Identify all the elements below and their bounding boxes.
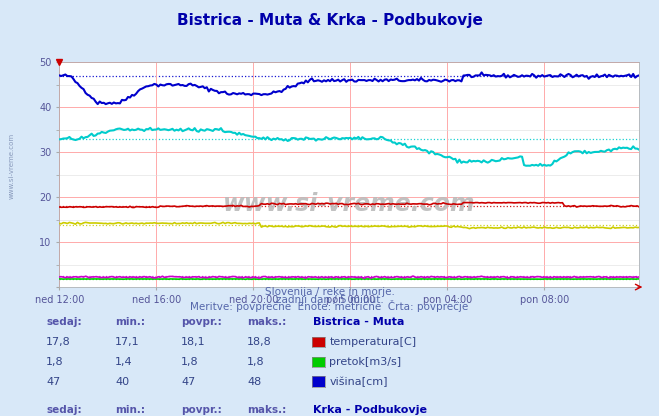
Text: Meritve: povprečne  Enote: metrične  Črta: povprečje: Meritve: povprečne Enote: metrične Črta:…: [190, 300, 469, 312]
Text: 1,8: 1,8: [247, 357, 265, 367]
Text: zadnji dan / 5 minut.: zadnji dan / 5 minut.: [275, 295, 384, 305]
Text: 47: 47: [46, 377, 61, 387]
Text: www.si-vreme.com: www.si-vreme.com: [223, 192, 476, 216]
Text: 18,8: 18,8: [247, 337, 272, 347]
Text: min.:: min.:: [115, 317, 146, 327]
Text: sedaj:: sedaj:: [46, 405, 82, 415]
Text: Bistrica - Muta: Bistrica - Muta: [313, 317, 405, 327]
Text: višina[cm]: višina[cm]: [330, 377, 388, 387]
Text: povpr.:: povpr.:: [181, 317, 222, 327]
Text: 1,8: 1,8: [181, 357, 199, 367]
Text: 17,8: 17,8: [46, 337, 71, 347]
Text: 1,4: 1,4: [115, 357, 133, 367]
Text: sedaj:: sedaj:: [46, 317, 82, 327]
Text: maks.:: maks.:: [247, 405, 287, 415]
Text: www.si-vreme.com: www.si-vreme.com: [9, 134, 14, 199]
Text: Slovenija / reke in morje.: Slovenija / reke in morje.: [264, 287, 395, 297]
Text: 48: 48: [247, 377, 262, 387]
Text: Krka - Podbukovje: Krka - Podbukovje: [313, 405, 427, 415]
Text: 40: 40: [115, 377, 129, 387]
Text: 47: 47: [181, 377, 196, 387]
Text: temperatura[C]: temperatura[C]: [330, 337, 416, 347]
Text: 1,8: 1,8: [46, 357, 64, 367]
Text: min.:: min.:: [115, 405, 146, 415]
Text: pretok[m3/s]: pretok[m3/s]: [330, 357, 401, 367]
Text: povpr.:: povpr.:: [181, 405, 222, 415]
Text: maks.:: maks.:: [247, 317, 287, 327]
Text: 18,1: 18,1: [181, 337, 206, 347]
Text: Bistrica - Muta & Krka - Podbukovje: Bistrica - Muta & Krka - Podbukovje: [177, 13, 482, 28]
Text: 17,1: 17,1: [115, 337, 140, 347]
